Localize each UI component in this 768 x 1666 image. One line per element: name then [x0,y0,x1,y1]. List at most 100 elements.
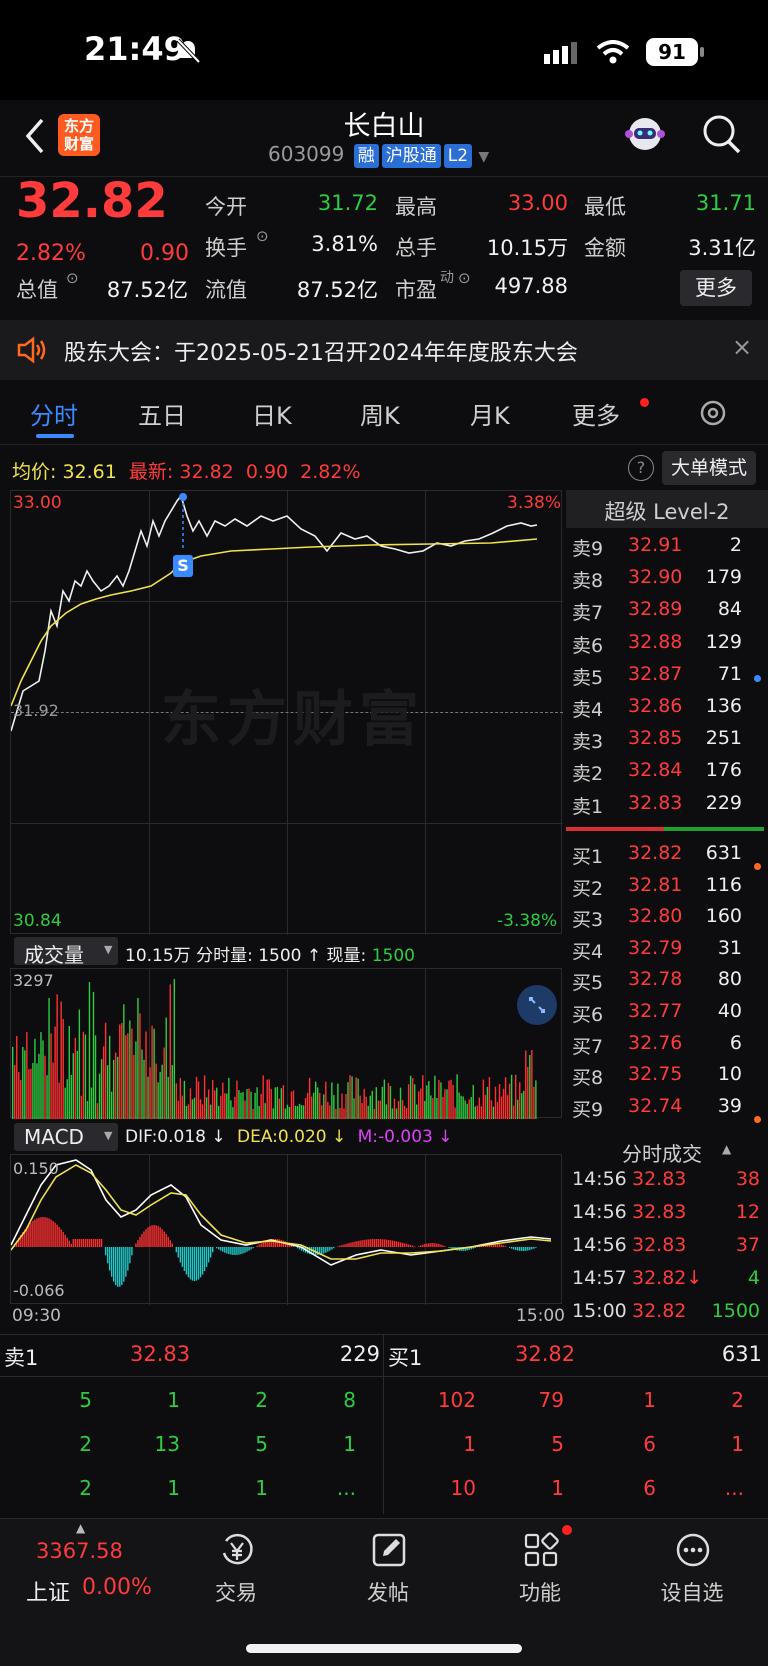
macd-bar [329,1247,331,1251]
stock-code: 603099 [268,142,345,166]
macd-bar [86,1239,89,1247]
macd-bar [331,1247,333,1250]
queue-sell-cell: 1 [343,1432,356,1456]
volume-bar [472,1084,474,1119]
macd-bar [169,1240,171,1247]
tab-daily-k[interactable]: 日K [252,402,292,430]
macd-bar [470,1247,472,1250]
buy-level-row[interactable]: 买7 32.76 6 [572,1028,768,1060]
low-value: 31.71 [695,191,756,215]
volume-bar [486,1086,489,1119]
macd-bar [76,1239,79,1247]
sell-signal-marker[interactable]: S [173,555,193,577]
index-name[interactable]: 上证 [26,1581,71,1606]
volume-bar [207,1089,210,1119]
volume-bar [244,1100,246,1119]
volume-bar [161,1064,163,1119]
volume-selector[interactable]: 成交量 ▼ [14,937,118,967]
intraday-price-chart[interactable]: 东方财富 S 33.00 30.84 3.38% -3.38% 31.92 [10,490,563,935]
macd-chart[interactable]: 0.150 -0.066 [10,1154,562,1305]
buy-level-row[interactable]: 买9 32.74 39 [572,1091,768,1123]
more-button[interactable]: 更多 [680,270,752,306]
volume-bar [119,1024,121,1119]
info-icon[interactable]: ⊙ [66,269,79,287]
buy-level-row[interactable]: 买8 32.75 10 [572,1059,768,1091]
buy-level-row[interactable]: 买2 32.81 116 [572,870,768,902]
macd-bar [529,1247,531,1250]
search-icon[interactable] [702,114,742,156]
sell-level-row[interactable]: 卖5 32.87 71 [572,659,768,691]
macd-bar [127,1247,129,1271]
sell-level-row[interactable]: 卖6 32.88 129 [572,627,768,659]
tab-weekly-k[interactable]: 周K [360,402,400,430]
index-pct[interactable]: 0.00% [82,1575,152,1600]
sell-level-row[interactable]: 卖1 32.83 229 [572,788,768,820]
level-label: 卖5 [572,666,604,689]
index-value[interactable]: 3367.58 [36,1539,123,1563]
expand-icon[interactable] [517,985,557,1025]
tab-five-day[interactable]: 五日 [138,402,186,430]
sell-level-row[interactable]: 卖7 32.89 84 [572,594,768,626]
macd-bar [405,1243,408,1247]
chevron-down-icon[interactable]: ▼ [478,149,490,165]
latest-change: 0.90 [245,461,289,483]
buy-level-row[interactable]: 买6 32.77 40 [572,996,768,1028]
change-amount: 0.90 [140,241,189,266]
close-icon[interactable]: × [732,333,753,361]
volume-bar [250,1091,252,1119]
level-volume: 229 [705,791,742,814]
volume-chart[interactable]: 3297 [10,968,562,1119]
buy-level-row[interactable]: 买5 32.78 80 [572,964,768,996]
volume-bar [92,991,95,1119]
sell-level-row[interactable]: 卖4 32.86 136 [572,691,768,723]
macd-bar [325,1247,327,1253]
price-lines [11,493,538,732]
order-marker-dot [754,1116,761,1123]
macd-bar [280,1239,283,1247]
silent-bell-icon [176,38,201,64]
tab-monthly-k[interactable]: 月K [470,402,510,430]
back-icon[interactable] [22,118,48,154]
trades-title-bar[interactable]: 分时成交 ▲ [566,1136,768,1166]
tab-more[interactable]: 更多 [572,402,620,430]
volume-bar [450,1079,452,1119]
volume-bar [521,1093,523,1119]
volume-bar [304,1098,307,1119]
level-price: 32.83 [628,791,683,814]
macd-bar [32,1221,34,1247]
macd-bar [494,1243,497,1247]
volume-bar [284,1108,287,1119]
volume-bar [129,1020,131,1119]
buy-level-row[interactable]: 买4 32.79 31 [572,933,768,965]
robot-assistant-icon[interactable] [622,112,668,158]
sell-level-row[interactable]: 卖3 32.85 251 [572,723,768,755]
volume-bar [502,1088,505,1119]
volume-bar [523,1090,525,1119]
sell-level-row[interactable]: 卖8 32.90 179 [572,562,768,594]
macd-bar [189,1247,192,1280]
macd-bar [523,1247,525,1251]
sell-level-row[interactable]: 卖2 32.84 176 [572,755,768,787]
macd-bar [185,1247,188,1275]
tab-intraday[interactable]: 分时 [30,402,78,430]
minute-volume-label: 分时量: [196,946,253,966]
settings-gear-icon[interactable] [696,396,730,430]
trade-price: 32.82 [632,1300,687,1322]
big-order-mode-button[interactable]: 大单模式 [662,451,756,485]
info-icon[interactable]: ⊙ [458,269,471,287]
macd-selector[interactable]: MACD ▼ [14,1123,118,1151]
macd-dif-line [11,1159,552,1266]
sell-level-row[interactable]: 卖9 32.91 2 [572,530,768,562]
help-icon[interactable]: ? [628,455,654,481]
info-icon[interactable]: ⊙ [256,227,269,245]
volume-bar [430,1095,432,1119]
notice-bar[interactable]: 股东大会：于2025-05-21召开2024年年度股东大会 × [0,320,768,380]
volume-bar [401,1100,404,1119]
buy-level-row[interactable]: 买3 32.80 160 [572,901,768,933]
buy-level-row[interactable]: 买1 32.82 631 [572,838,768,870]
macd-bar [258,1244,260,1247]
volume-bar [46,1075,48,1119]
macd-bar [343,1244,345,1247]
latest-value: 32.82 [179,461,234,483]
volume-bar [327,1101,329,1119]
